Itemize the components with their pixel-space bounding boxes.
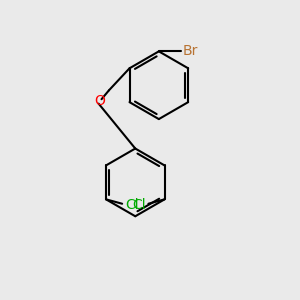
- Text: Cl: Cl: [125, 198, 139, 212]
- Text: Cl: Cl: [132, 198, 145, 212]
- Text: O: O: [94, 94, 106, 108]
- Text: Br: Br: [182, 44, 198, 58]
